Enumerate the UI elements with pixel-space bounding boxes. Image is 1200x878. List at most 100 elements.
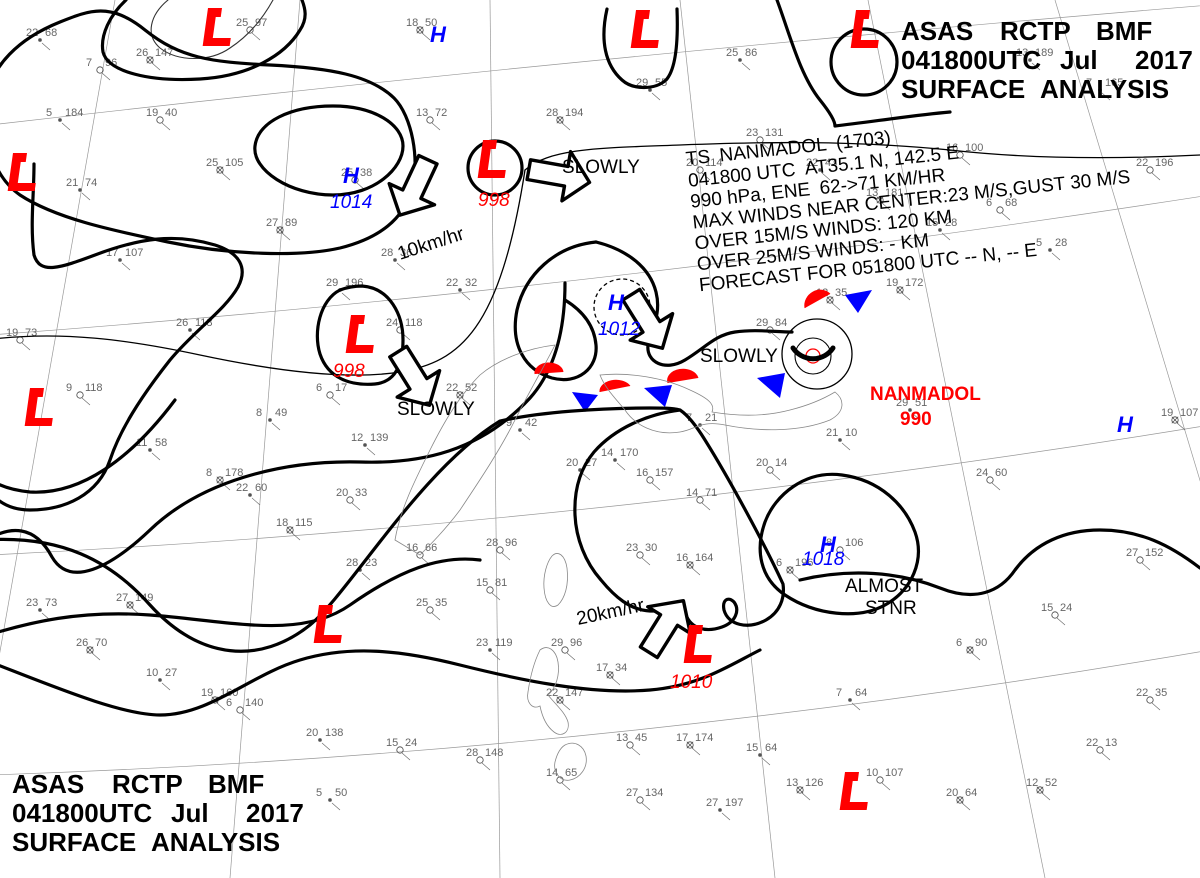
svg-text:7: 7 xyxy=(86,57,92,69)
svg-text:42: 42 xyxy=(525,417,537,429)
svg-text:105: 105 xyxy=(225,157,243,169)
svg-text:65: 65 xyxy=(565,767,577,779)
svg-text:7: 7 xyxy=(836,687,842,699)
svg-text:H: H xyxy=(608,290,625,315)
svg-text:131: 131 xyxy=(765,127,783,139)
svg-text:107: 107 xyxy=(125,247,143,259)
svg-text:28: 28 xyxy=(486,537,498,549)
svg-text:29: 29 xyxy=(326,277,338,289)
svg-text:13: 13 xyxy=(1105,737,1117,749)
svg-text:1018: 1018 xyxy=(802,549,845,570)
svg-text:96: 96 xyxy=(570,637,582,649)
svg-text:157: 157 xyxy=(655,467,673,479)
svg-text:14: 14 xyxy=(601,447,613,459)
svg-text:24: 24 xyxy=(386,317,398,329)
svg-text:72: 72 xyxy=(435,107,447,119)
svg-text:64: 64 xyxy=(855,687,867,699)
svg-text:STNR: STNR xyxy=(865,598,917,619)
svg-text:24: 24 xyxy=(405,737,417,749)
svg-text:20: 20 xyxy=(336,487,348,499)
svg-text:5: 5 xyxy=(316,787,322,799)
svg-text:H: H xyxy=(430,22,447,47)
svg-text:26: 26 xyxy=(176,317,188,329)
svg-text:998: 998 xyxy=(478,190,510,211)
svg-text:140: 140 xyxy=(245,697,263,709)
svg-text:10: 10 xyxy=(866,767,878,779)
svg-text:34: 34 xyxy=(615,662,627,674)
svg-text:134: 134 xyxy=(645,787,663,799)
svg-text:5: 5 xyxy=(46,107,52,119)
svg-text:197: 197 xyxy=(725,797,743,809)
svg-text:6: 6 xyxy=(956,637,962,649)
svg-text:73: 73 xyxy=(25,327,37,339)
svg-text:81: 81 xyxy=(495,577,507,589)
svg-text:16: 16 xyxy=(636,467,648,479)
svg-text:14: 14 xyxy=(686,487,698,499)
svg-text:60: 60 xyxy=(255,482,267,494)
svg-text:1010: 1010 xyxy=(670,672,713,693)
svg-text:6: 6 xyxy=(316,382,322,394)
svg-text:38: 38 xyxy=(360,167,372,179)
svg-text:17: 17 xyxy=(596,662,608,674)
svg-text:119: 119 xyxy=(495,637,513,649)
svg-text:10: 10 xyxy=(146,667,158,679)
svg-text:35: 35 xyxy=(435,597,447,609)
svg-text:70: 70 xyxy=(95,637,107,649)
svg-text:74: 74 xyxy=(85,177,97,189)
svg-text:1014: 1014 xyxy=(330,192,372,213)
svg-text:172: 172 xyxy=(905,277,923,289)
svg-text:184: 184 xyxy=(65,107,83,119)
svg-text:22: 22 xyxy=(236,482,248,494)
svg-text:170: 170 xyxy=(620,447,638,459)
svg-text:25: 25 xyxy=(726,47,738,59)
svg-text:35: 35 xyxy=(1155,687,1167,699)
svg-text:12: 12 xyxy=(1026,777,1038,789)
svg-text:58: 58 xyxy=(155,437,167,449)
svg-text:28: 28 xyxy=(381,247,393,259)
svg-text:SLOWLY: SLOWLY xyxy=(700,346,778,367)
svg-text:52: 52 xyxy=(465,382,477,394)
svg-text:9: 9 xyxy=(66,382,72,394)
svg-text:164: 164 xyxy=(695,552,713,564)
svg-text:27: 27 xyxy=(266,217,278,229)
svg-text:13: 13 xyxy=(786,777,798,789)
svg-text:22: 22 xyxy=(1136,157,1148,169)
svg-text:26: 26 xyxy=(136,47,148,59)
svg-text:8: 8 xyxy=(206,467,212,479)
svg-text:32: 32 xyxy=(465,277,477,289)
svg-text:20km/hr: 20km/hr xyxy=(575,595,647,630)
svg-text:6: 6 xyxy=(776,557,782,569)
svg-text:118: 118 xyxy=(85,382,103,394)
svg-text:106: 106 xyxy=(845,537,863,549)
svg-text:115: 115 xyxy=(295,517,313,529)
svg-text:118: 118 xyxy=(405,317,423,329)
svg-text:27: 27 xyxy=(626,787,638,799)
svg-text:89: 89 xyxy=(285,217,297,229)
svg-text:SURFACEANALYSIS: SURFACE ANALYSIS xyxy=(901,74,1169,104)
svg-text:10km/hr: 10km/hr xyxy=(395,223,467,264)
svg-text:26: 26 xyxy=(76,637,88,649)
svg-text:10: 10 xyxy=(845,427,857,439)
svg-text:25: 25 xyxy=(416,597,428,609)
svg-text:90: 90 xyxy=(975,637,987,649)
svg-text:60: 60 xyxy=(995,467,1007,479)
svg-text:13: 13 xyxy=(616,732,628,744)
svg-text:19: 19 xyxy=(886,277,898,289)
svg-text:16: 16 xyxy=(676,552,688,564)
svg-text:H: H xyxy=(343,163,360,188)
svg-text:21: 21 xyxy=(826,427,838,439)
svg-text:14: 14 xyxy=(775,457,787,469)
svg-text:23: 23 xyxy=(476,637,488,649)
svg-text:45: 45 xyxy=(635,732,647,744)
svg-text:SLOWLY: SLOWLY xyxy=(397,399,475,420)
svg-text:84: 84 xyxy=(775,317,787,329)
svg-text:15: 15 xyxy=(386,737,398,749)
svg-text:29: 29 xyxy=(551,637,563,649)
svg-text:25: 25 xyxy=(236,17,248,29)
svg-text:107: 107 xyxy=(1180,407,1198,419)
svg-text:21: 21 xyxy=(705,412,717,424)
svg-text:19: 19 xyxy=(146,107,158,119)
svg-text:64: 64 xyxy=(965,787,977,799)
svg-text:NANMADOL: NANMADOL xyxy=(870,384,981,405)
